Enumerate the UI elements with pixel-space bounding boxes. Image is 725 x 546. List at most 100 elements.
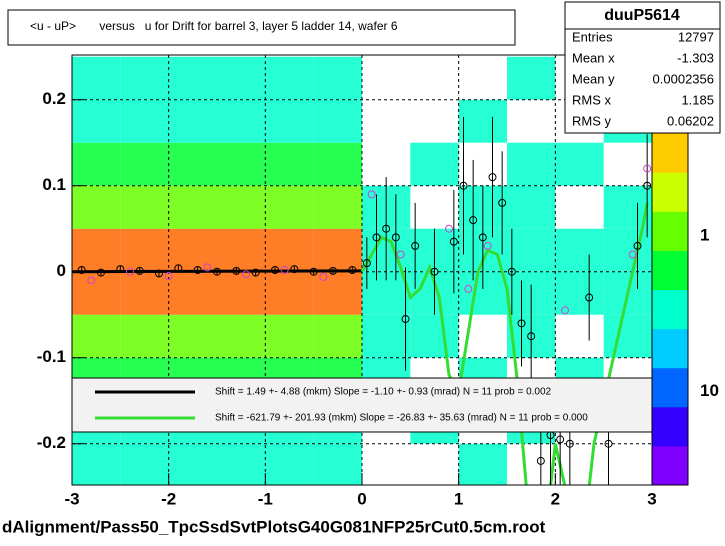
profile-point [643,181,652,190]
x-tick-label: -1 [258,489,273,508]
heat-cell [555,228,604,272]
heat-cell [265,99,314,143]
profile-point [507,267,516,276]
profile-point [517,319,526,328]
footer: dAlignment/Pass50_TpcSsdSvtPlotsG40G081N… [2,517,546,536]
profile-point [174,264,183,273]
profile-point [449,237,458,246]
palette-cell [652,211,688,251]
legend-box [71,377,653,433]
palette-cell [652,367,688,408]
stats-value: 1.185 [681,92,714,107]
palette-cell [652,133,688,173]
profile-point [213,267,221,276]
y-tick-label: -0.2 [37,433,66,452]
heat-cell [72,56,121,100]
x-tick-label: 3 [647,489,656,508]
profile-point [527,332,536,341]
heat-cell [313,314,362,358]
profile-point [290,265,299,274]
heat-cell [217,443,266,485]
profile-point [309,267,318,276]
profile-point [469,216,478,225]
profile-point [478,233,487,242]
profile-point [633,241,642,250]
profile-point [97,268,105,277]
heat-cell [410,142,459,186]
profile2-point [87,276,96,285]
palette-cell [652,328,688,369]
profile-point [193,266,202,274]
heat-cell [410,314,459,358]
heat-cell [362,314,411,358]
heat-cell [168,99,217,143]
heat-cell [555,142,604,186]
stats-title-box [564,1,721,30]
stats-value: 0.0002356 [653,71,714,86]
heat-cell [168,56,217,100]
heat-cell [507,56,556,100]
heat-cell [313,56,362,100]
profile-point [411,241,420,250]
heat-cell [313,271,362,315]
profile-point [556,435,565,444]
heat-cell [72,443,121,485]
profile-point [155,269,163,278]
heat-cell [72,228,121,272]
heat-cell [72,185,121,229]
profile-point [498,198,507,207]
profile-point [362,259,371,268]
heat-cell [458,443,507,485]
x-tick-label: -3 [64,489,79,508]
heat-cell [120,314,169,358]
x-tick-label: 1 [454,489,463,508]
heat-cell [265,142,314,186]
profile2-point [561,306,569,315]
heat-cell [313,185,362,229]
profile2-point [242,270,250,279]
heat-cell [217,185,266,229]
stats-value: 12797 [678,29,714,44]
heat-cell [507,228,556,272]
profile2-point [628,250,637,259]
heat-cell [72,142,121,186]
stats-label: Mean y [572,71,615,86]
heat-cell [217,228,266,272]
profile-point [271,266,279,274]
stats-value: 0.06202 [667,113,714,128]
heat-cell [168,314,217,358]
y-tick-label: 0.1 [42,175,66,194]
heat-cell [507,185,556,229]
heat-cell [265,228,314,272]
y-tick-label: 0.2 [42,89,66,108]
profile2-point [445,224,453,233]
stats-title: duuP5614 [604,7,680,24]
heat-cell [72,314,121,358]
heat-cell [120,443,169,485]
profile-point [348,266,357,274]
heat-cell [120,142,169,186]
heat-cell [120,228,169,272]
title-box [7,9,516,46]
heat-cell [313,228,362,272]
heat-cell [168,443,217,485]
heat-cell [458,99,507,143]
heat-cell [603,228,652,272]
heat-cell [72,99,121,143]
profile-point [372,233,381,242]
heat-cell [120,185,169,229]
heat-cell [507,142,556,186]
y-tick-label: -0.1 [37,347,66,366]
profile-point [459,181,468,190]
profile2-point [126,267,134,276]
stats-label: RMS y [572,113,612,128]
heat-cell [313,99,362,143]
profile-point [488,173,497,182]
x-tick-label: 2 [551,489,560,508]
profile2-point [367,190,376,199]
heat-cell [168,142,217,186]
heat-cell [120,271,169,315]
stats-label: Mean x [572,50,615,65]
profile2-point [483,241,492,250]
